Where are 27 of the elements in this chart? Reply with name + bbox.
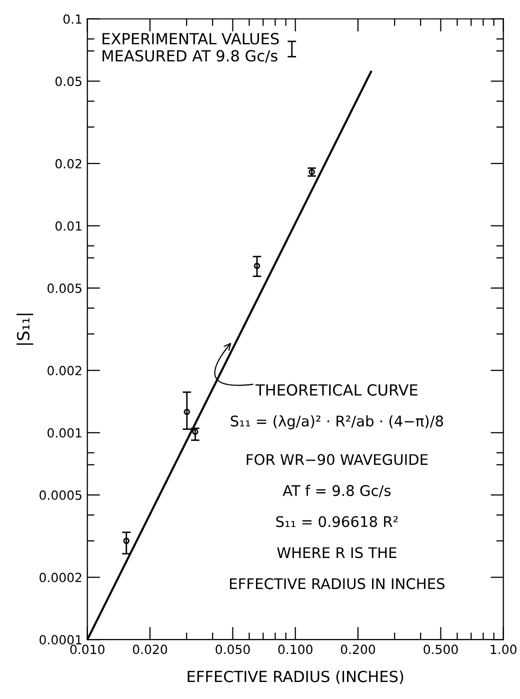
y-axis-title: |S₁₁| (16, 314, 34, 345)
annotation: S₁₁ = 0.96618 R² (276, 516, 398, 528)
annotation: EFFECTIVE RADIUS IN INCHES (230, 578, 445, 590)
x-tick-label: 0.100 (278, 644, 312, 654)
y-tick-label: 0.1 (63, 14, 82, 24)
x-tick-label: 0.500 (424, 644, 458, 654)
x-tick-label: 0.200 (340, 644, 376, 654)
x-axis-title: EFFECTIVE RADIUS (INCHES) (188, 670, 404, 684)
annotation: WHERE R IS THE (277, 547, 396, 558)
y-tick-label: 0.005 (48, 284, 82, 293)
annotation: AT f = 9.8 Gc/s (282, 484, 391, 498)
y-tick-label: 0.05 (55, 76, 82, 86)
y-tick-label: 0.002 (48, 366, 82, 376)
y-tick-label: 0.001 (48, 428, 82, 438)
x-tick-label: 0.020 (132, 644, 168, 654)
annotation: FOR WR−90 WAVEGUIDE (246, 454, 428, 466)
y-tick-label: 0.0005 (40, 490, 82, 500)
y-tick-label: 0.01 (55, 221, 82, 231)
x-tick-label: 0.010 (70, 644, 104, 654)
y-tick-label: 0.0001 (40, 635, 82, 645)
legend-label: EXPERIMENTAL VALUES MEASURED AT 9.8 Gc/s (102, 32, 279, 63)
annotation: THEORETICAL CURVE (256, 384, 418, 396)
y-tick-label: 0.0002 (40, 572, 82, 582)
x-tick-label: 0.050 (216, 644, 250, 654)
annotation: S₁₁ = (λg/a)² · R²/ab · (4−π)/8 (230, 415, 444, 430)
x-tick-label: 1.00 (490, 644, 516, 654)
y-tick-label: 0.02 (55, 158, 82, 168)
